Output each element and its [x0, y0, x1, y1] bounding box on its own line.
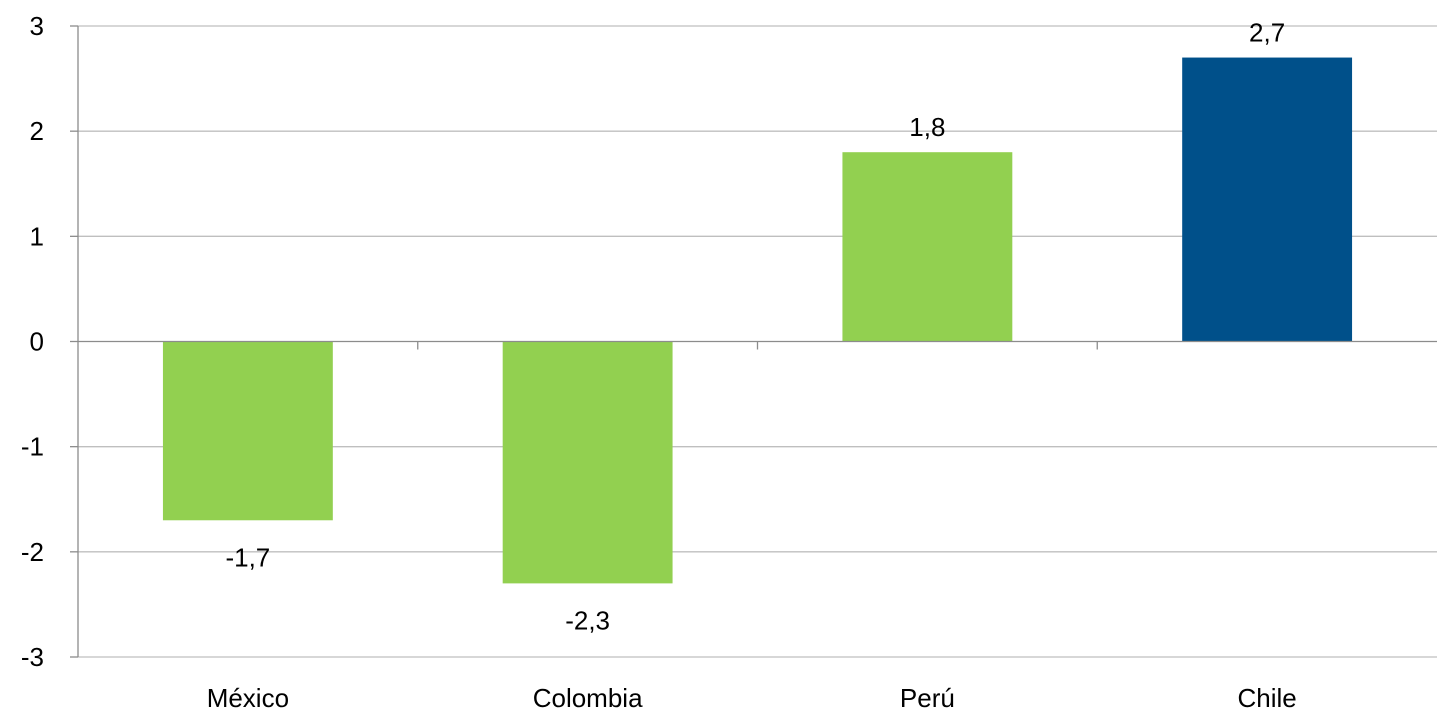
y-tick-label: -2 — [21, 537, 44, 567]
data-labels: -1,7 -2,3 1,8 2,7 — [225, 18, 1285, 636]
bars — [162, 57, 1353, 584]
bar-colombia — [502, 341, 673, 584]
axes — [70, 25, 1437, 658]
y-tick-label: 2 — [30, 116, 44, 146]
bar-méxico — [162, 341, 333, 521]
y-tick-label: -3 — [21, 642, 44, 672]
y-tick-label: -1 — [21, 432, 44, 462]
data-label: 2,7 — [1249, 18, 1285, 48]
category-label: Perú — [900, 683, 955, 713]
category-label: Chile — [1238, 683, 1297, 713]
y-tick-label: 1 — [30, 221, 44, 251]
category-label: México — [207, 683, 289, 713]
data-label: -1,7 — [225, 542, 270, 572]
category-labels: México Colombia Perú Chile — [207, 683, 1297, 713]
data-label: -2,3 — [565, 605, 610, 635]
category-label: Colombia — [533, 683, 643, 713]
bar-chile — [1182, 57, 1353, 342]
y-tick-label: 3 — [30, 11, 44, 41]
bar-perú — [842, 152, 1013, 342]
y-tick-label: 0 — [30, 327, 44, 357]
data-label: 1,8 — [909, 112, 945, 142]
y-tick-labels: 3 2 1 0 -1 -2 -3 — [21, 11, 44, 672]
